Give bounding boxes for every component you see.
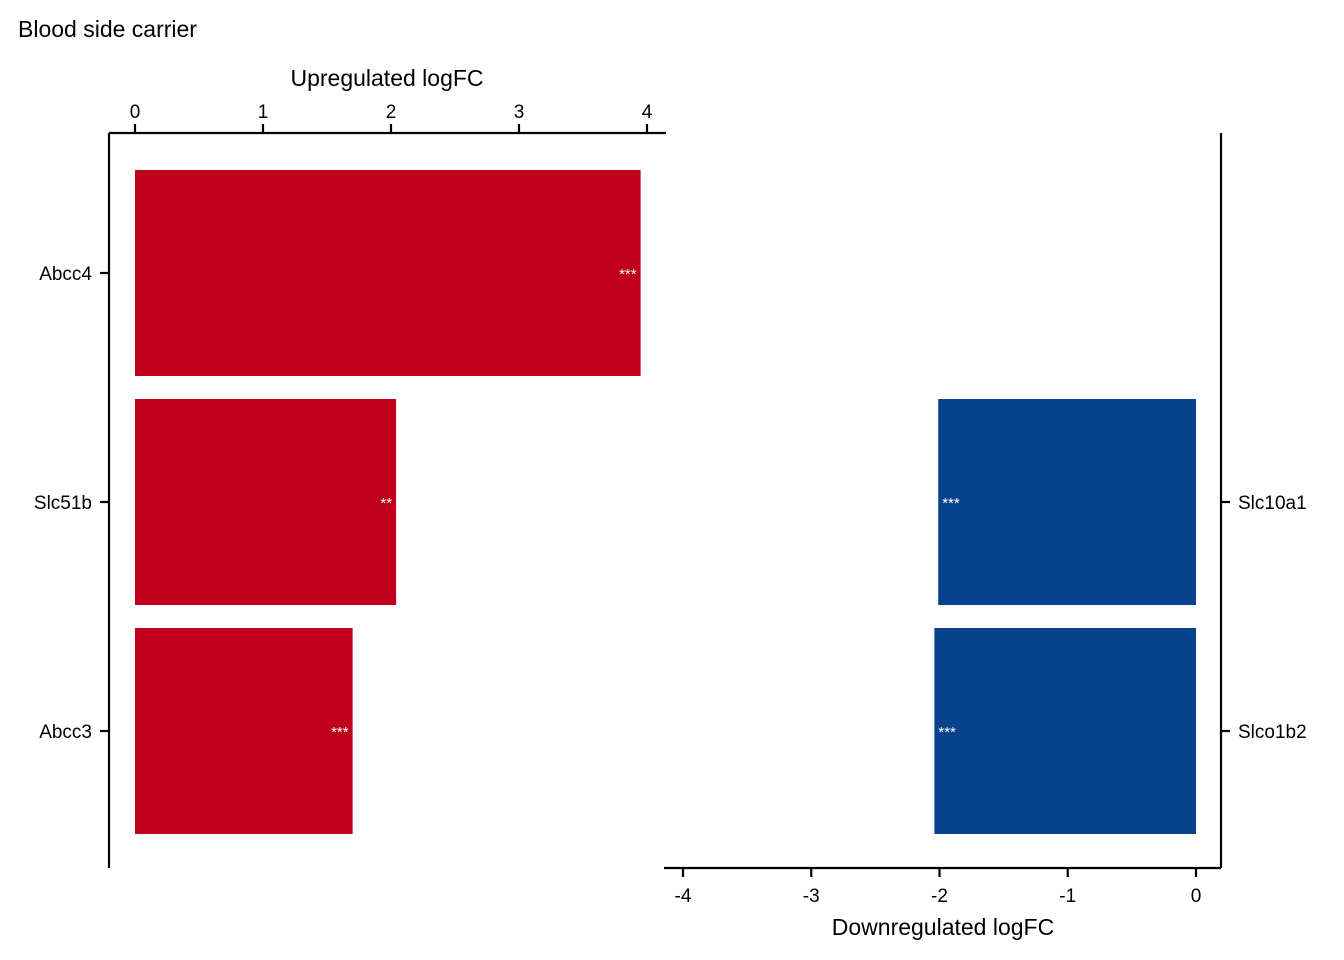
figure-title: Blood side carrier — [18, 16, 197, 42]
down-significance-label: *** — [942, 495, 960, 512]
up-bar-abcc3 — [135, 628, 353, 834]
up-x-tick-label: 1 — [258, 102, 269, 123]
up-bar-slc51b — [135, 399, 397, 605]
up-y-tick-label: Abcc4 — [39, 264, 92, 285]
down-x-tick-label: 0 — [1191, 886, 1202, 907]
up-bar-abcc4 — [135, 170, 641, 376]
down-x-axis-title: Downregulated logFC — [832, 914, 1054, 940]
down-significance-label: *** — [938, 724, 956, 741]
down-bar-slco1b2 — [934, 628, 1196, 834]
down-x-tick-label: -1 — [1059, 886, 1076, 907]
up-x-tick-label: 4 — [642, 102, 653, 123]
up-significance-label: ** — [380, 495, 392, 512]
down-x-tick-label: -4 — [675, 886, 692, 907]
up-x-tick-label: 2 — [386, 102, 397, 123]
down-bar-slc10a1 — [938, 399, 1196, 605]
up-significance-label: *** — [331, 724, 349, 741]
up-y-tick-label: Abcc3 — [39, 722, 92, 743]
down-x-tick-label: -3 — [803, 886, 820, 907]
up-x-tick-label: 0 — [130, 102, 141, 123]
upregulated-panel: 0 1 2 3 4 Upregulated logFC Abcc4 *** Slc51b ** Ab… — [34, 65, 666, 868]
down-y-tick-label: Slco1b2 — [1238, 722, 1307, 743]
down-y-tick-label: Slc10a1 — [1238, 493, 1307, 514]
down-x-tick-label: -2 — [931, 886, 948, 907]
downregulated-panel: -4 -3 -2 -1 0 Downregulated logFC Slc10a1 *** Sl… — [664, 133, 1307, 940]
up-x-axis-title: Upregulated logFC — [290, 65, 483, 91]
up-significance-label: *** — [619, 266, 637, 283]
up-y-tick-label: Slc51b — [34, 493, 92, 514]
up-x-tick-label: 3 — [514, 102, 525, 123]
